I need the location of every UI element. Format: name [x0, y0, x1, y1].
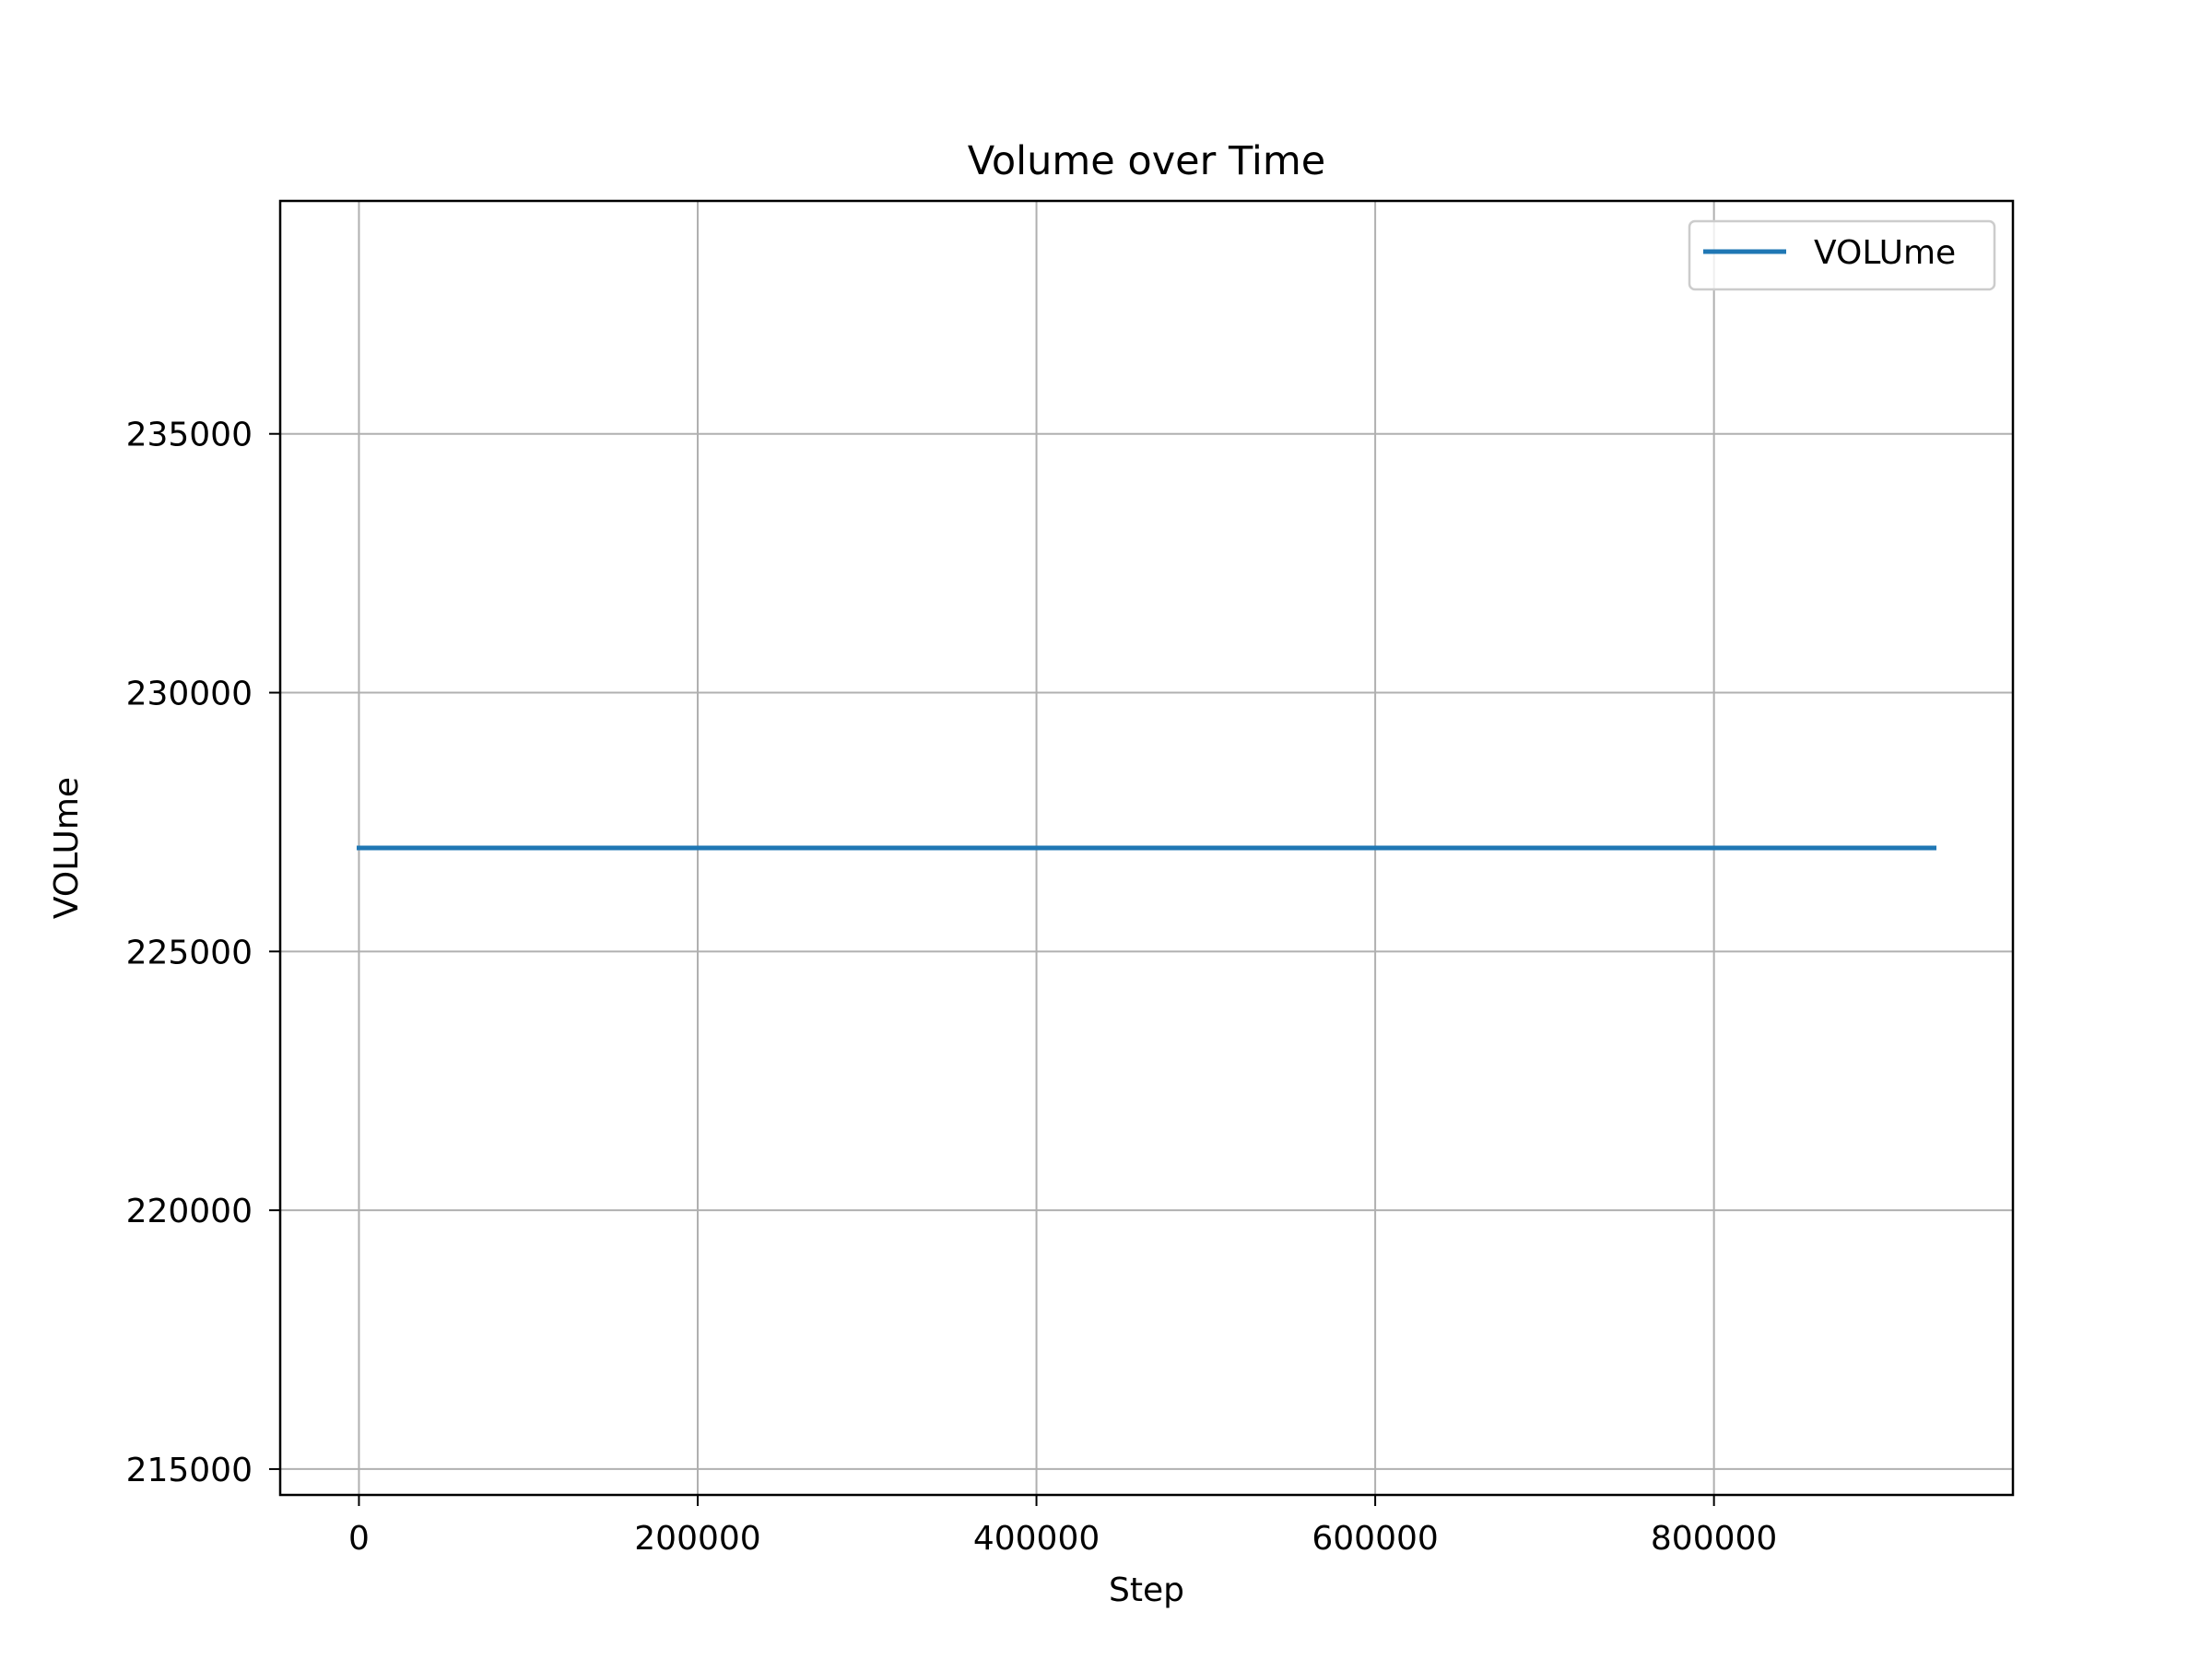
x-tick-label: 200000: [634, 1520, 760, 1558]
legend-label: VOLUme: [1814, 234, 1956, 272]
plot-frame: [278, 199, 2015, 1497]
x-axis-label: Step: [1109, 1571, 1184, 1609]
x-tick-label: 600000: [1312, 1520, 1438, 1558]
x-axis: 0 200000 400000 600000 800000: [348, 1495, 1777, 1558]
y-axis: 215000 220000 225000 230000 235000: [126, 417, 280, 1489]
y-tick-label: 220000: [126, 1193, 253, 1230]
y-axis-label: VOLUme: [48, 777, 86, 919]
y-tick-label: 225000: [126, 934, 253, 971]
y-tick-label: 230000: [126, 676, 253, 713]
x-tick-label: 0: [348, 1520, 370, 1558]
x-tick-label: 800000: [1651, 1520, 1777, 1558]
chart-title: Volume over Time: [968, 138, 1325, 184]
legend: VOLUme: [1688, 219, 1996, 291]
y-tick-label: 215000: [126, 1452, 253, 1489]
y-tick-label: 235000: [126, 417, 253, 454]
x-tick-label: 400000: [973, 1520, 1100, 1558]
legend-box: [1688, 219, 1996, 291]
